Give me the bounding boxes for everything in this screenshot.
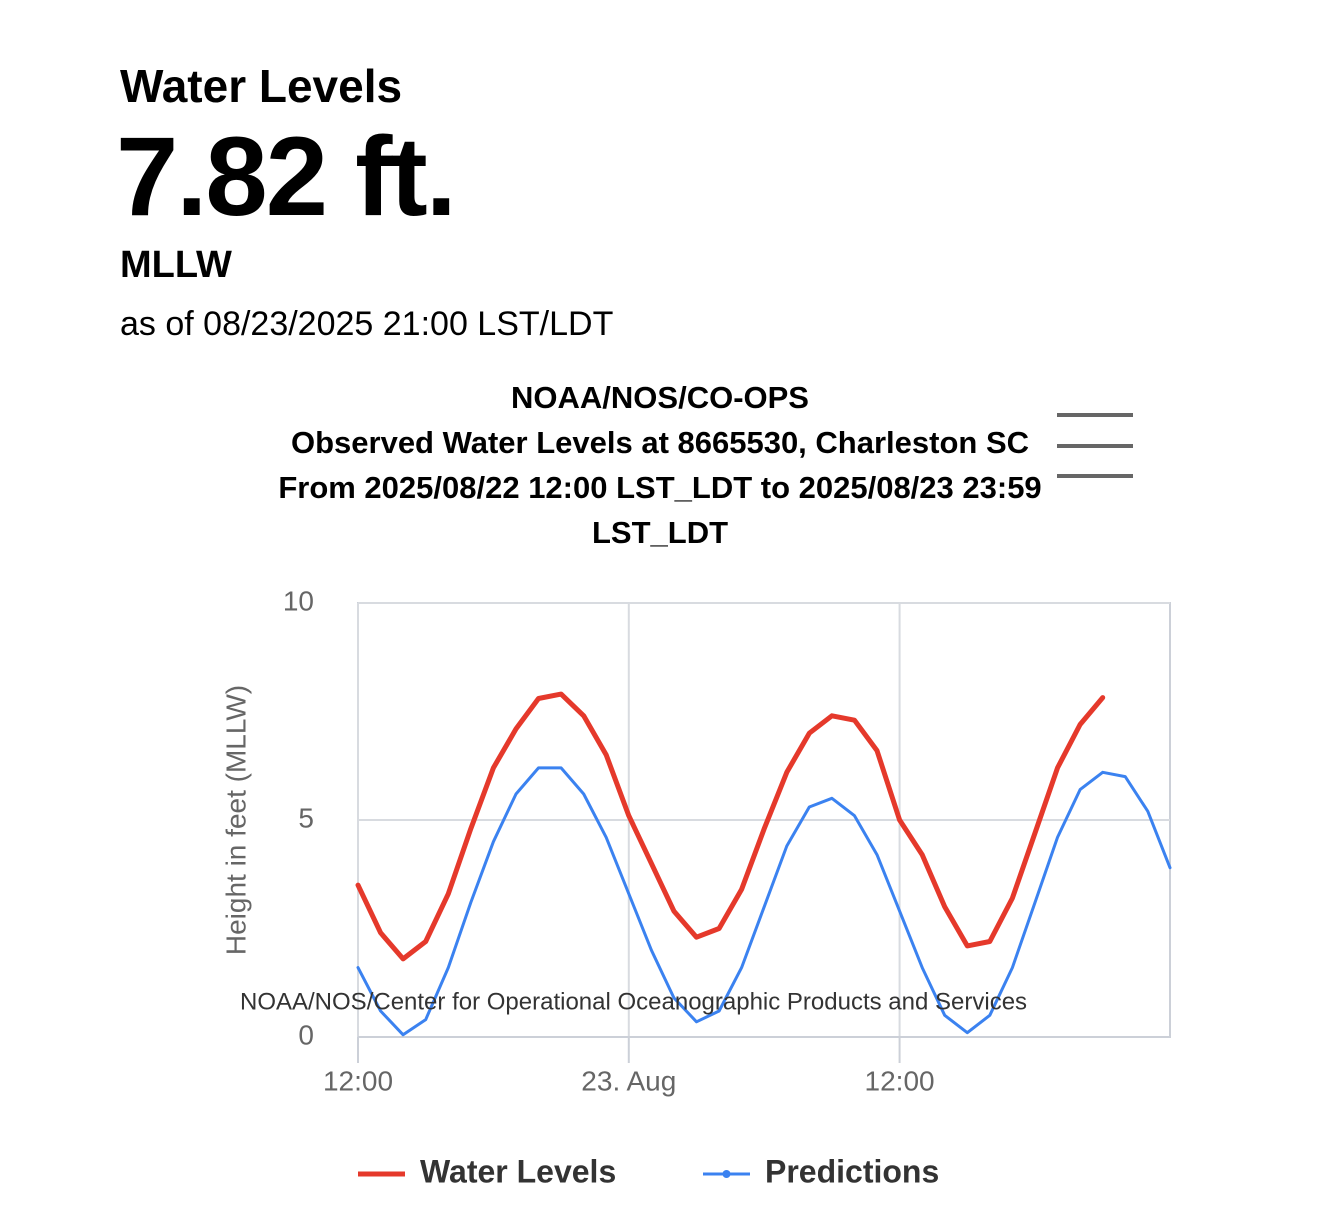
series-line	[356, 766, 1172, 1037]
as-of: as of 08/23/2025 21:00 LST/LDT	[120, 305, 614, 343]
x-tick-label: 12:00	[323, 1065, 393, 1096]
legend-item[interactable]: Water Levels	[358, 1153, 616, 1189]
x-tick-label: 12:00	[865, 1065, 935, 1096]
chart-title: NOAA/NOS/CO-OPS Observed Water Levels at…	[210, 375, 1110, 555]
title-line: Observed Water Levels at 8665530, Charle…	[290, 425, 1030, 460]
datum: MLLW	[120, 244, 232, 286]
header-title: Water Levels	[120, 60, 403, 112]
legend-label: Water Levels	[420, 1153, 616, 1189]
legend-dot	[722, 1170, 731, 1178]
credit: NOAA/NOS/Center for Operational Oceanogr…	[240, 988, 1027, 1015]
y-tick-label: 5	[298, 802, 314, 833]
legend-item[interactable]: Predictions	[703, 1153, 939, 1189]
menu-button[interactable]	[1057, 413, 1133, 478]
legend-label: Predictions	[765, 1153, 939, 1189]
series-line	[355, 691, 1106, 962]
title-line: From 2025/08/22 12:00 LST_LDT to 2025/08…	[278, 470, 1042, 550]
current-value: 7.82 ft.	[116, 114, 457, 239]
y-tick-label: 10	[283, 585, 314, 616]
y-tick-label: 0	[298, 1019, 314, 1050]
x-tick-label: 23. Aug	[581, 1065, 676, 1096]
y-axis-label: Height in feet (MLLW)	[220, 685, 251, 955]
title-line: NOAA/NOS/CO-OPS	[511, 380, 809, 415]
